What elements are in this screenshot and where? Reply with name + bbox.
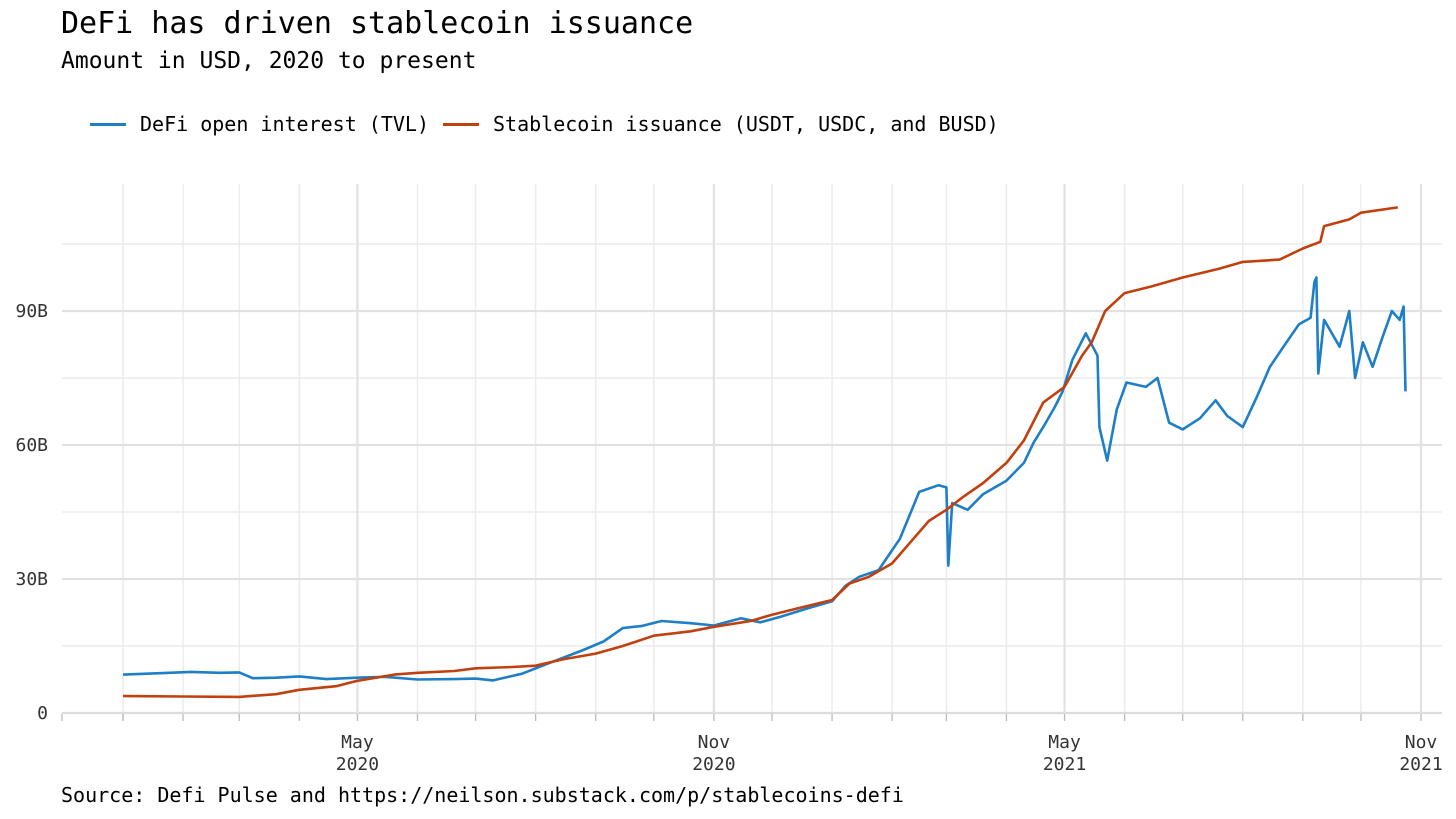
x-tick-label-month: Nov [1405,732,1438,753]
y-tick-label: 90B [15,301,48,322]
legend-label-tvl: DeFi open interest (TVL) [140,112,429,136]
grid-minor [62,184,1442,713]
chart-subtitle: Amount in USD, 2020 to present [61,48,477,74]
x-tick-label-year: 2020 [692,754,735,775]
source-note: Source: Defi Pulse and https://neilson.s… [61,783,904,807]
y-tick-label: 60B [15,435,48,456]
x-tick-label-year: 2020 [336,754,379,775]
x-tick-label-month: May [1048,732,1081,753]
y-tick-label: 0 [37,703,48,724]
y-tick-label: 30B [15,569,48,590]
legend-swatch-tvl [90,122,126,126]
legend-swatch-stablecoin [442,122,479,126]
series-line-stablecoin-issuance [122,206,1398,699]
axis-ticks [61,714,1422,721]
x-tick-label-year: 2021 [1043,754,1086,775]
legend-item-stablecoin: Stablecoin issuance (USDT, USDC, and BUS… [442,112,999,136]
legend-item-tvl: DeFi open interest (TVL) [90,112,429,136]
chart-title: DeFi has driven stablecoin issuance [61,6,694,41]
series-line-defi-tvl [122,276,1407,682]
y-axis-labels: 0 30B 60B 90B [15,301,48,724]
x-tick-label-year: 2021 [1399,754,1442,775]
grid-major [62,184,1442,715]
series-lines [122,206,1407,699]
legend-label-stablecoin: Stablecoin issuance (USDT, USDC, and BUS… [492,112,999,136]
x-tick-label-month: May [341,732,374,753]
legend: DeFi open interest (TVL) Stablecoin issu… [90,112,1013,136]
x-tick-label-month: Nov [698,732,731,753]
